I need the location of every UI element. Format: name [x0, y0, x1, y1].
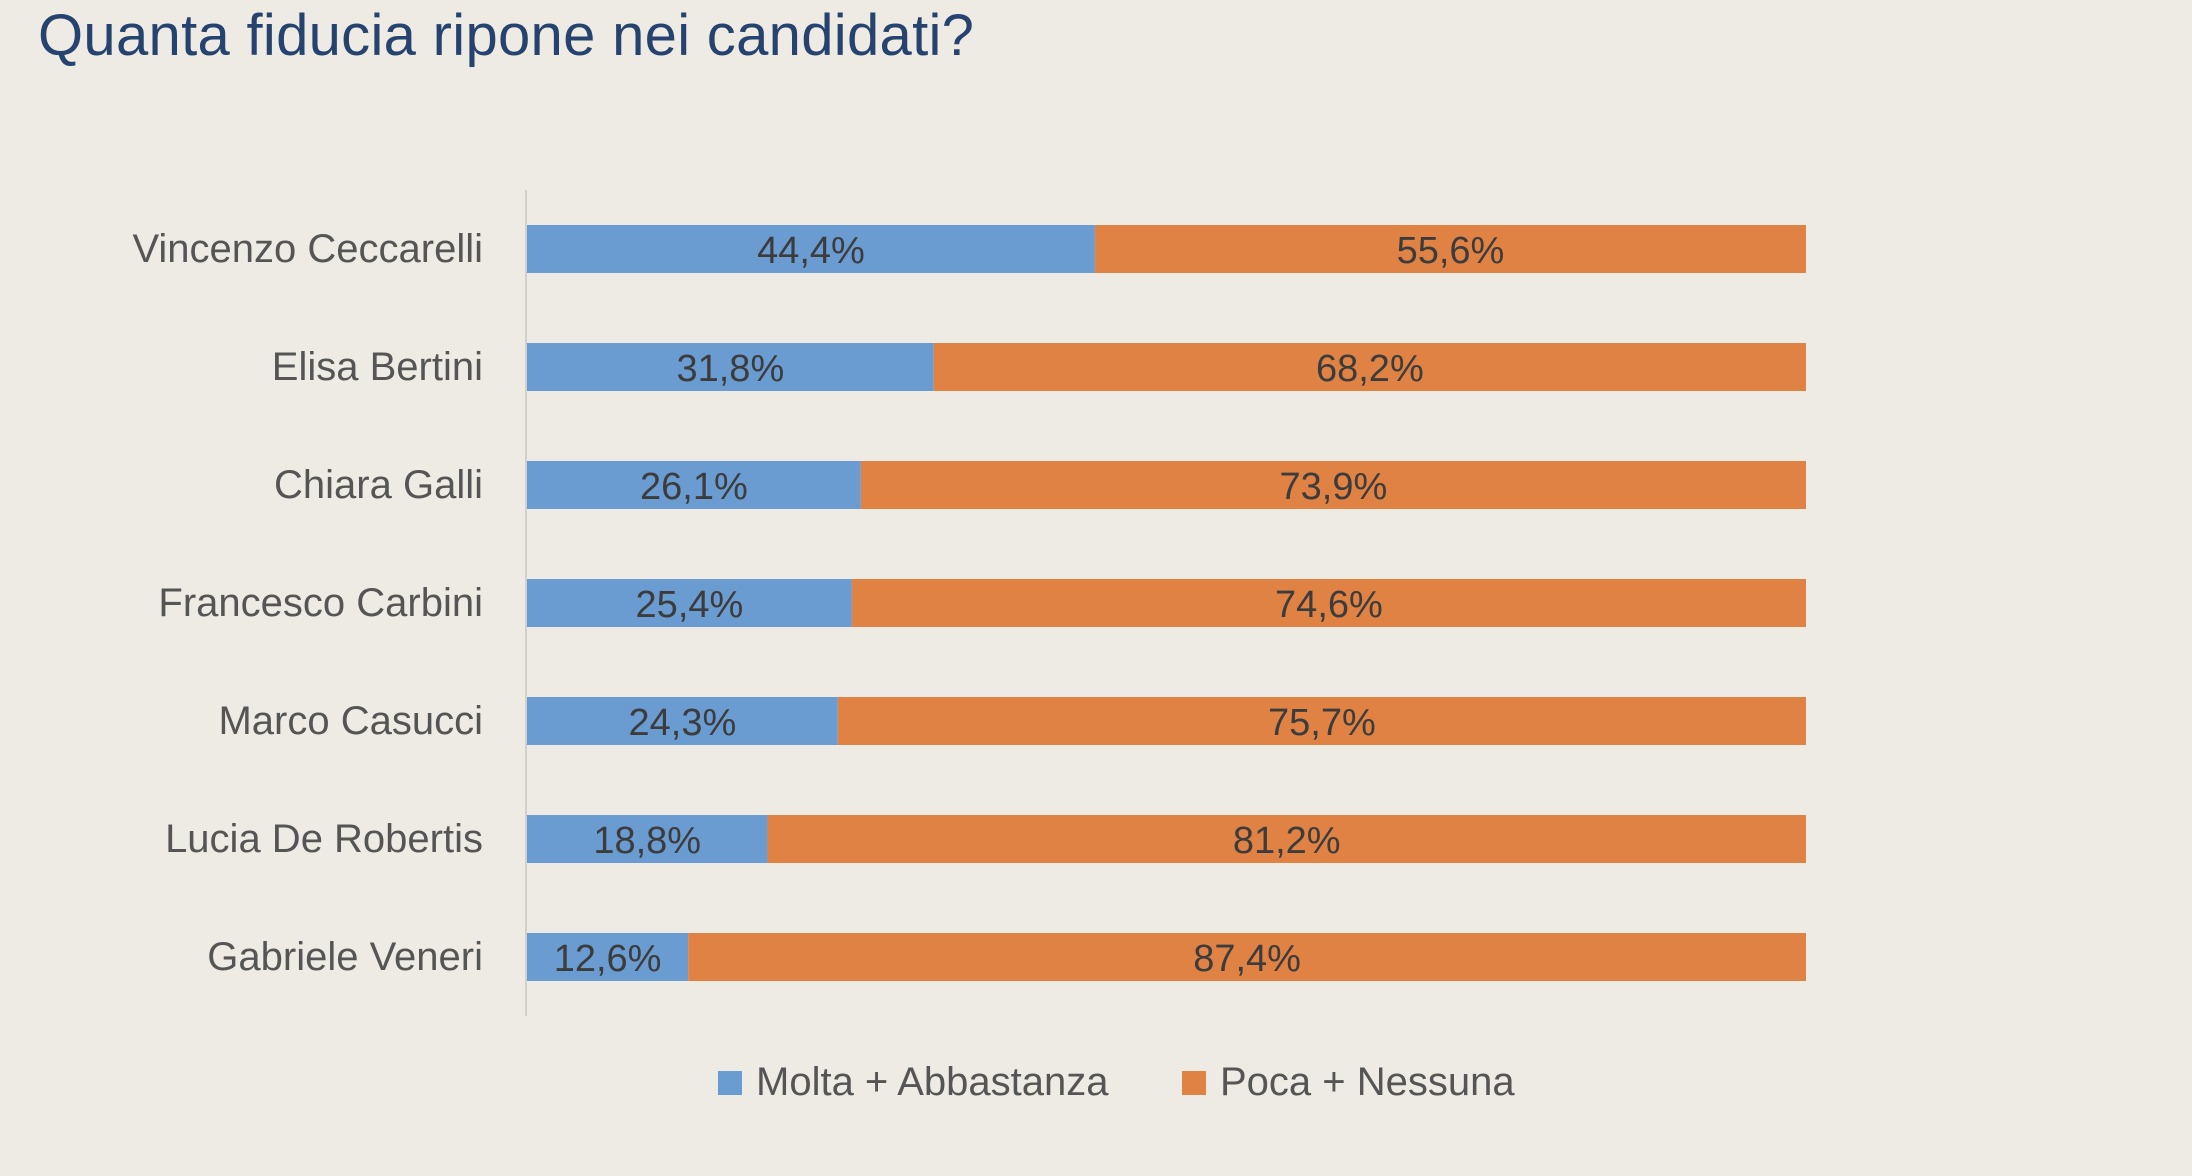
category-label-francesco-carbini: Francesco Carbini [158, 581, 483, 625]
data-label-molta-abbastanza-gabriele-veneri: 12,6% [554, 938, 662, 980]
data-label-poca-nessuna-gabriele-veneri: 87,4% [1193, 938, 1301, 980]
bar-molta-abbastanza-vincenzo-ceccarelli [527, 225, 1095, 273]
bar-poca-nessuna-lucia-de-robertis [767, 815, 1806, 863]
data-label-poca-nessuna-vincenzo-ceccarelli: 55,6% [1397, 230, 1505, 272]
data-label-molta-abbastanza-marco-casucci: 24,3% [629, 702, 737, 744]
bar-poca-nessuna-chiara-galli [860, 461, 1806, 509]
category-label-chiara-galli: Chiara Galli [274, 463, 483, 507]
bar-molta-abbastanza-lucia-de-robertis [527, 815, 768, 863]
data-label-molta-abbastanza-elisa-bertini: 31,8% [676, 348, 784, 390]
category-label-vincenzo-ceccarelli: Vincenzo Ceccarelli [132, 227, 483, 271]
category-label-gabriele-veneri: Gabriele Veneri [207, 935, 483, 979]
category-label-elisa-bertini: Elisa Bertini [272, 345, 483, 389]
legend: Molta + Abbastanza Poca + Nessuna [0, 1060, 2192, 1112]
legend-label-molta-abbastanza: Molta + Abbastanza [756, 1060, 1109, 1104]
data-label-poca-nessuna-chiara-galli: 73,9% [1280, 466, 1388, 508]
data-label-poca-nessuna-elisa-bertini: 68,2% [1316, 348, 1424, 390]
category-label-lucia-de-robertis: Lucia De Robertis [165, 817, 483, 861]
legend-swatch-poca-nessuna [1182, 1070, 1206, 1095]
legend-swatch-molta-abbastanza [718, 1070, 742, 1095]
bar-poca-nessuna-francesco-carbini [851, 579, 1806, 627]
bar-molta-abbastanza-marco-casucci [527, 697, 838, 745]
bar-molta-abbastanza-francesco-carbini [527, 579, 852, 627]
data-label-molta-abbastanza-chiara-galli: 26,1% [640, 466, 748, 508]
bar-poca-nessuna-gabriele-veneri [688, 933, 1806, 981]
category-label-marco-casucci: Marco Casucci [218, 699, 483, 743]
legend-item-poca-nessuna: Poca + Nessuna [1182, 1060, 1515, 1105]
bar-poca-nessuna-vincenzo-ceccarelli [1094, 225, 1806, 273]
data-label-poca-nessuna-marco-casucci: 75,7% [1268, 702, 1376, 744]
data-label-molta-abbastanza-vincenzo-ceccarelli: 44,4% [757, 230, 865, 272]
legend-item-molta-abbastanza: Molta + Abbastanza [718, 1060, 1108, 1105]
data-label-poca-nessuna-francesco-carbini: 74,6% [1275, 584, 1383, 626]
bar-poca-nessuna-marco-casucci [837, 697, 1806, 745]
bars-group: Vincenzo Ceccarelli 44,4% 55,6% Elisa Berti… [132, 225, 1806, 981]
bar-molta-abbastanza-elisa-bertini [527, 343, 934, 391]
data-label-molta-abbastanza-lucia-de-robertis: 18,8% [593, 820, 701, 862]
chart-title: Quanta fiducia ripone nei candidati? [38, 3, 975, 68]
bar-poca-nessuna-elisa-bertini [933, 343, 1806, 391]
data-label-poca-nessuna-lucia-de-robertis: 81,2% [1233, 820, 1341, 862]
bar-molta-abbastanza-gabriele-veneri [527, 933, 689, 981]
data-label-molta-abbastanza-francesco-carbini: 25,4% [636, 584, 744, 626]
bar-molta-abbastanza-chiara-galli [527, 461, 861, 509]
legend-label-poca-nessuna: Poca + Nessuna [1220, 1060, 1515, 1104]
